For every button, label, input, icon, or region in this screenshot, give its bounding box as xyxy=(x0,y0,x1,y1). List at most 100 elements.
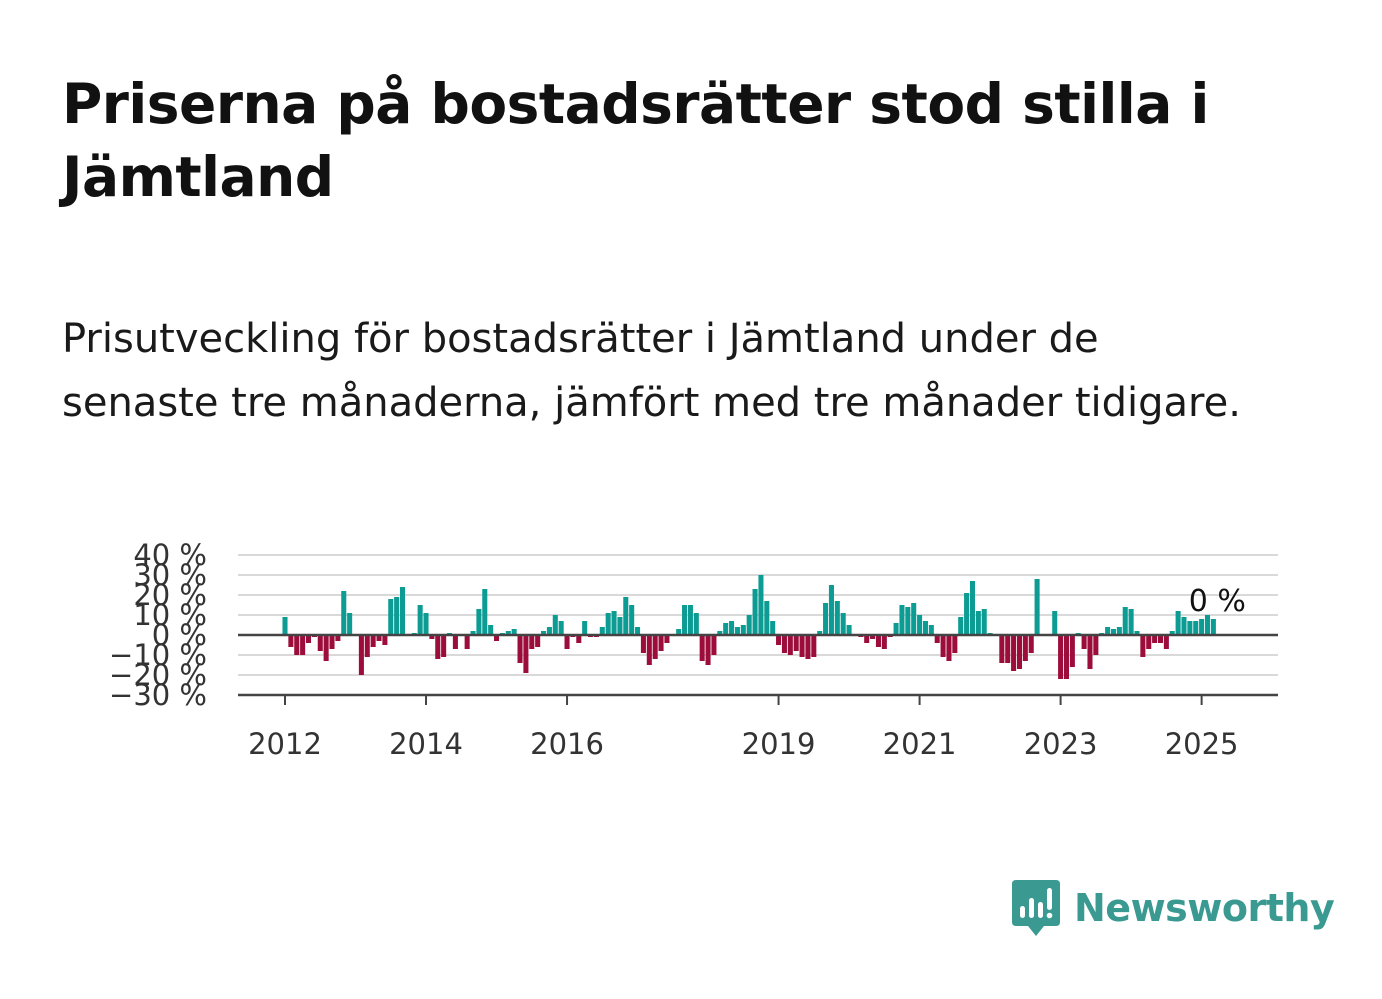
bar xyxy=(558,621,564,635)
bar xyxy=(917,615,923,635)
bar xyxy=(699,635,705,661)
bar xyxy=(781,635,787,653)
y-tick-label: 20 % xyxy=(133,578,207,612)
bar xyxy=(1169,631,1175,635)
bar xyxy=(282,617,288,635)
bar xyxy=(364,635,370,657)
bar xyxy=(958,617,964,635)
grid-lines xyxy=(238,554,1278,676)
bar xyxy=(776,635,782,645)
bar xyxy=(693,613,699,635)
bar xyxy=(1028,635,1034,653)
bar xyxy=(347,613,353,635)
bar xyxy=(535,635,541,647)
newsworthy-logo: Newsworthy xyxy=(1010,878,1335,938)
bar xyxy=(1069,635,1075,667)
bar xyxy=(1116,627,1122,635)
bar xyxy=(341,591,347,635)
x-tick-label: 2025 xyxy=(1165,727,1239,761)
newsworthy-logo-icon xyxy=(1012,880,1060,936)
bar xyxy=(476,609,482,635)
bar xyxy=(717,631,723,635)
bar xyxy=(629,605,635,635)
bar xyxy=(617,617,623,635)
y-tick-label: 10 % xyxy=(133,598,207,632)
bar xyxy=(640,635,646,653)
bar xyxy=(288,635,294,647)
bar xyxy=(399,587,406,635)
bar xyxy=(676,629,682,635)
y-tick-label: 0 % xyxy=(152,618,207,652)
bar xyxy=(652,635,658,659)
bar xyxy=(793,635,799,651)
bar xyxy=(517,635,523,663)
x-tick-label: 2012 xyxy=(248,727,322,761)
bar xyxy=(893,623,899,635)
bar xyxy=(494,635,500,641)
bar xyxy=(305,635,312,643)
bar xyxy=(1175,611,1181,635)
bar xyxy=(740,625,746,635)
bar xyxy=(1022,635,1028,661)
bar xyxy=(734,627,740,635)
bar xyxy=(787,635,793,655)
bar xyxy=(682,605,688,635)
bar xyxy=(711,635,717,655)
bar xyxy=(870,635,876,639)
bar xyxy=(388,599,394,635)
bar xyxy=(611,611,617,635)
bar xyxy=(1052,611,1058,635)
bar xyxy=(529,635,535,649)
bar xyxy=(946,635,952,661)
bar xyxy=(546,627,552,635)
bar xyxy=(1105,627,1111,635)
bar xyxy=(969,581,975,635)
bar xyxy=(552,615,558,635)
bar xyxy=(664,635,670,643)
chart-subtitle: Prisutveckling för bostadsrätter i Jämtl… xyxy=(62,316,1241,426)
bar xyxy=(1146,635,1152,649)
bar xyxy=(452,635,458,649)
bar xyxy=(823,603,829,635)
bar xyxy=(323,635,329,661)
bar xyxy=(423,613,429,635)
x-tick-label: 2021 xyxy=(883,727,957,761)
bar xyxy=(417,605,423,635)
bar xyxy=(1110,629,1117,635)
bar xyxy=(940,635,946,657)
bar xyxy=(300,635,306,655)
bar xyxy=(964,593,970,635)
bar xyxy=(488,625,494,635)
labels: 0 % xyxy=(1189,584,1246,619)
bar xyxy=(541,631,547,635)
bar xyxy=(899,605,905,635)
bar xyxy=(482,589,488,635)
bar xyxy=(576,635,582,643)
bar xyxy=(470,631,476,635)
bar xyxy=(758,575,764,635)
bar xyxy=(646,635,652,665)
bar xyxy=(934,635,940,643)
x-tick-label: 2014 xyxy=(389,727,463,761)
y-tick-label: 40 % xyxy=(133,538,207,572)
bar xyxy=(805,635,811,659)
bar-chart: 40 %30 %20 %10 %0 %−10 %−20 %−30 %2012 20… xyxy=(109,538,1278,761)
bar xyxy=(441,635,447,657)
bar xyxy=(764,601,770,635)
bar xyxy=(623,597,629,635)
x-tick-label: 2016 xyxy=(530,727,604,761)
bar xyxy=(799,635,805,657)
bar xyxy=(582,621,588,635)
bar xyxy=(864,635,870,643)
x-tick-label: 2019 xyxy=(742,727,816,761)
bar xyxy=(723,623,729,635)
bar xyxy=(770,621,776,635)
bar xyxy=(1199,619,1205,635)
bar xyxy=(817,631,823,635)
bar xyxy=(505,631,511,635)
bar xyxy=(317,635,323,651)
bar xyxy=(1122,607,1128,635)
bar xyxy=(705,635,711,665)
chart-title: Priserna på bostadsrätter stod stilla i … xyxy=(62,72,1209,209)
bar xyxy=(394,597,400,635)
